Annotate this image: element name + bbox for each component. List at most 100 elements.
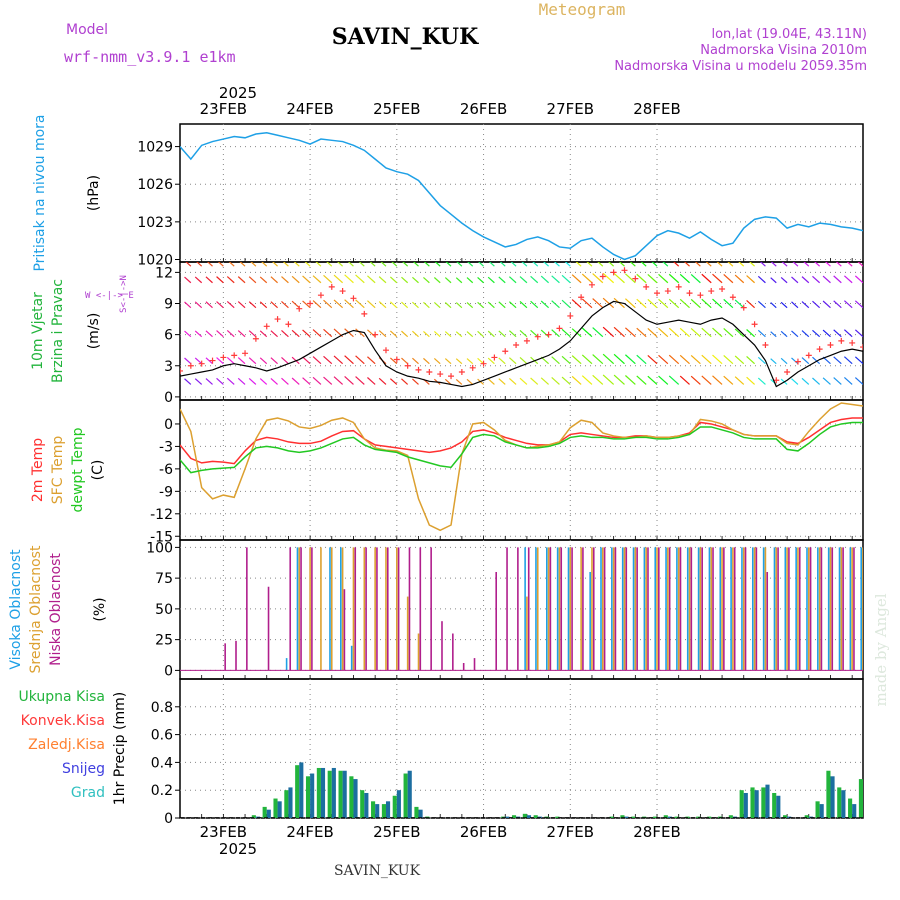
precip-bar-snow xyxy=(407,770,412,818)
wind-gust-point xyxy=(697,292,704,299)
precip-bar-total xyxy=(284,790,289,818)
precip-bar-total xyxy=(381,804,386,818)
wind-barb xyxy=(586,262,593,267)
bottom-day-label: 28FEB xyxy=(633,823,680,841)
wind-barb xyxy=(184,378,192,385)
wind-gust-point xyxy=(751,321,758,328)
y-axis-label: Pritisak na nivou mora xyxy=(32,114,48,271)
wind-barb xyxy=(746,300,755,309)
wind-barb xyxy=(367,300,376,309)
panel-frame xyxy=(179,539,864,680)
wind-compass-ns: S<-|->N xyxy=(119,275,129,313)
wind-barb xyxy=(389,357,398,365)
wind-gust-point xyxy=(437,371,444,378)
footer-station: SAVIN_KUK xyxy=(334,863,421,879)
precip-bar-total xyxy=(349,776,354,818)
wind-barb xyxy=(194,330,203,338)
wind-barb xyxy=(445,262,452,267)
wind-barb xyxy=(466,358,474,365)
wind-barb xyxy=(248,330,257,338)
wind-barb xyxy=(333,355,344,365)
wind-barb xyxy=(401,276,409,284)
wind-barb xyxy=(477,357,484,365)
wind-gust-point xyxy=(513,342,520,349)
wind-barb xyxy=(668,298,680,309)
wind-gust-point xyxy=(220,354,227,361)
wind-barb xyxy=(216,276,224,284)
wind-barb xyxy=(824,262,831,267)
wind-barb xyxy=(180,306,181,308)
series-wind-speed xyxy=(180,300,863,388)
wind-barb xyxy=(540,300,550,309)
wind-barb xyxy=(530,275,539,284)
wind-barb xyxy=(444,358,452,365)
wind-barb xyxy=(812,275,821,284)
wind-barb xyxy=(226,300,235,309)
wind-barb xyxy=(401,330,409,338)
wind-barb xyxy=(205,276,213,284)
y-tick-label: 25 xyxy=(155,633,173,649)
wind-gust-point xyxy=(198,360,205,367)
wind-barb xyxy=(658,375,669,385)
wind-barb xyxy=(843,275,853,284)
wind-barb xyxy=(791,330,799,338)
precip-bar-total xyxy=(782,815,788,818)
wind-barb xyxy=(723,274,734,284)
wind-barb xyxy=(367,275,376,284)
wind-barb xyxy=(184,330,192,338)
wind-barb xyxy=(323,274,333,284)
wind-barb xyxy=(540,275,550,284)
wind-gust-point xyxy=(849,339,856,346)
wind-barb xyxy=(636,298,647,309)
wind-barb xyxy=(822,329,831,338)
y-axis-label: 10m Vjetar xyxy=(30,292,46,370)
wind-barb xyxy=(519,276,528,284)
wind-barb xyxy=(647,375,658,385)
wind-barb xyxy=(668,273,680,284)
model-label: Model xyxy=(66,22,108,38)
wind-barb xyxy=(564,262,571,267)
precip-bar-snow xyxy=(331,767,336,818)
wind-barb xyxy=(571,375,582,385)
wind-gust-point xyxy=(567,312,574,319)
wind-barb xyxy=(508,301,517,309)
wind-barb xyxy=(854,329,863,338)
y-tick-label: 0 xyxy=(164,390,173,406)
wind-barb xyxy=(378,377,387,385)
wind-barb xyxy=(498,378,506,385)
wind-barb xyxy=(369,262,376,267)
precip-bar-snow xyxy=(743,792,748,818)
y-tick-label: 0.2 xyxy=(151,783,173,799)
wind-gust-point xyxy=(415,366,422,373)
bottom-day-label: 23FEB xyxy=(200,823,247,841)
y-tick-label: 0 xyxy=(164,811,173,827)
wind-compass-we: W <-|-> E xyxy=(85,291,134,301)
wind-barb xyxy=(389,276,398,284)
wind-barb xyxy=(551,377,560,385)
wind-barb xyxy=(237,301,246,309)
wind-barb xyxy=(312,300,322,309)
precip-bar-snow xyxy=(375,804,380,818)
wind-barb xyxy=(184,276,192,284)
precip-bar-snow xyxy=(310,773,315,818)
wind-barb xyxy=(423,262,430,267)
precip-bar-snow xyxy=(526,815,532,818)
wind-barb xyxy=(347,262,354,267)
wind-barb xyxy=(770,358,777,365)
wind-barb xyxy=(498,330,506,338)
wind-barb xyxy=(532,262,539,267)
precip-bar-snow xyxy=(288,787,293,818)
bottom-year-label: 2025 xyxy=(219,840,257,858)
precip-bar-total xyxy=(295,765,300,818)
wind-barb xyxy=(857,262,863,267)
wind-barb xyxy=(248,276,257,284)
wind-barb xyxy=(791,276,799,284)
wind-barb xyxy=(602,272,615,284)
wind-barb xyxy=(757,329,766,338)
wind-barb xyxy=(412,330,419,338)
precip-bar-snow xyxy=(418,809,423,818)
y-tick-label: 9 xyxy=(164,297,173,313)
wind-barb xyxy=(581,375,593,385)
wind-barb xyxy=(581,298,593,309)
wind-barb xyxy=(705,262,712,267)
